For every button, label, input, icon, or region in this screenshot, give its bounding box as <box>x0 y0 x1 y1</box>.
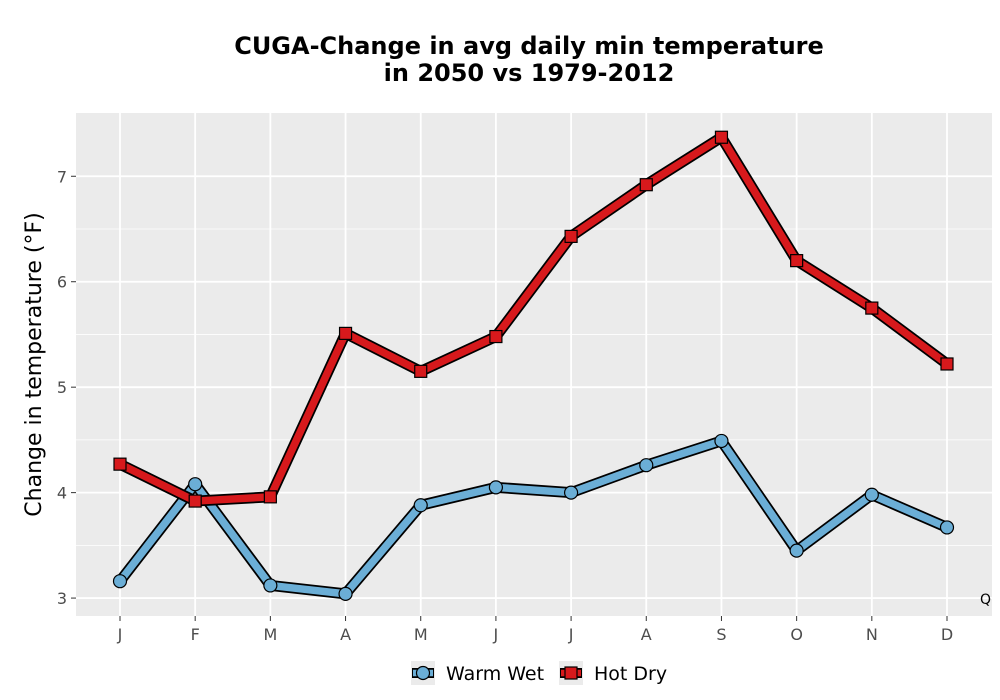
legend-key-marker <box>415 665 431 681</box>
x-tick-label: J <box>117 625 123 644</box>
y-tick-label: 3 <box>57 589 67 608</box>
legend-item: Warm Wet <box>411 661 544 685</box>
data-point <box>639 178 653 192</box>
data-point <box>939 520 955 535</box>
data-point <box>188 494 202 508</box>
data-point <box>639 458 654 473</box>
data-point <box>864 487 879 502</box>
x-tick-label: D <box>941 625 953 644</box>
x-tick-label: A <box>340 625 351 644</box>
data-point <box>563 485 579 500</box>
series-lines <box>114 131 953 600</box>
data-point <box>338 326 353 340</box>
data-point <box>113 457 127 471</box>
series-line <box>116 133 951 505</box>
data-point <box>564 229 578 243</box>
data-point <box>789 543 804 558</box>
y-axis-ticks: 3 4 5 6 7 <box>57 167 76 608</box>
x-tick-label: J <box>568 625 574 644</box>
series-line <box>116 437 951 598</box>
data-point <box>488 480 504 495</box>
data-point <box>413 498 428 513</box>
data-point <box>188 477 203 492</box>
legend-key-marker <box>564 666 578 680</box>
x-tick-label: M <box>263 625 277 644</box>
x-tick-label: J <box>493 625 499 644</box>
chart-title: CUGA-Change in avg daily min temperature… <box>234 32 824 87</box>
y-tick-label: 5 <box>57 378 67 397</box>
x-tick-label: S <box>716 625 726 644</box>
legend-item: Hot Dry <box>559 661 667 685</box>
data-point <box>112 574 128 589</box>
plot-panel <box>76 113 992 616</box>
x-tick-label: N <box>866 625 878 644</box>
x-tick-label: F <box>191 625 200 644</box>
data-point <box>865 301 879 315</box>
data-point <box>790 254 804 268</box>
data-point <box>714 433 729 449</box>
x-tick-label: A <box>641 625 652 644</box>
chart-title-line: in 2050 vs 1979-2012 <box>384 59 675 87</box>
data-point <box>714 130 729 144</box>
data-point <box>414 364 428 378</box>
legend-label: Warm Wet <box>446 663 544 685</box>
data-point <box>338 586 353 601</box>
data-point <box>940 357 954 371</box>
data-point <box>263 578 278 593</box>
y-tick-label: 6 <box>57 273 67 292</box>
legend: Warm Wet Hot Dry <box>411 661 667 685</box>
data-point <box>263 490 277 504</box>
y-axis-label: Change in temperature (°F) <box>22 212 47 516</box>
series-points <box>112 130 955 601</box>
data-point <box>489 329 503 344</box>
corner-note: Q <box>980 592 991 608</box>
x-tick-label: O <box>790 625 803 644</box>
x-tick-label: M <box>414 625 428 644</box>
y-tick-label: 7 <box>57 167 67 186</box>
y-tick-label: 4 <box>57 484 67 503</box>
chart-title-line: CUGA-Change in avg daily min temperature <box>234 32 824 60</box>
legend-label: Hot Dry <box>594 663 667 685</box>
